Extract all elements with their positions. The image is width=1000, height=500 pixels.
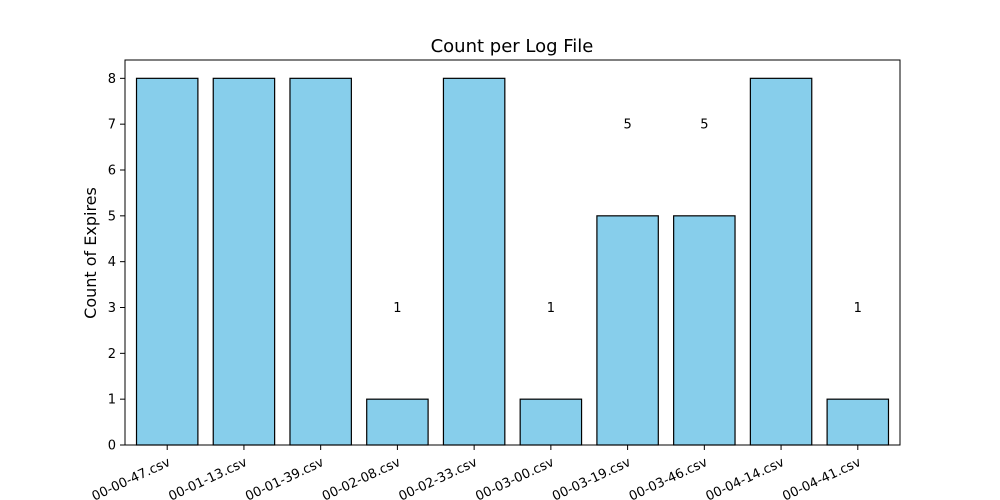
bar [135,77,199,446]
bar [673,215,736,446]
y-tick-label: 1 [108,393,116,408]
y-tick-label: 7 [108,118,116,133]
x-tick-label: 00-01-13.csv [166,455,249,500]
data-label: 1 [854,301,862,316]
y-tick-label: 8 [108,72,116,87]
bar [366,398,429,446]
y-tick-label: 6 [108,164,116,179]
bar [289,77,352,446]
y-tick-label: 4 [108,255,116,270]
bar [519,398,583,446]
data-label: 5 [700,118,708,133]
x-tick-label: 00-00-47.csv [90,455,173,500]
x-tick-label: 00-02-08.csv [320,455,403,500]
bar [442,77,506,446]
chart-title: Count per Log File [431,36,594,57]
data-label: 1 [393,301,401,316]
y-tick-label: 3 [108,301,116,316]
bar [596,215,659,446]
bar [212,77,276,446]
axes-frame [124,59,901,446]
y-tick-label: 0 [108,439,116,454]
x-tick-label: 00-03-46.csv [627,455,710,500]
x-tick-label: 00-03-00.csv [473,455,556,500]
x-tick-label: 00-03-19.csv [550,455,633,500]
bar [826,398,890,446]
x-tick-label: 00-04-41.csv [780,455,863,500]
y-axis-label: Count of Expires [81,187,100,319]
bar [749,77,813,446]
x-tick-label: 00-01-39.csv [243,455,326,500]
plot-area: 0 1 2 3 4 5 6 7 8 00-00-47.csv00-01-13.csv00-01-3… [90,59,901,500]
y-tick-label: 5 [108,209,116,224]
y-tick-label: 2 [108,347,116,362]
data-label: 5 [623,118,631,133]
x-tick-label: 00-04-14.csv [704,455,787,500]
data-label: 1 [547,301,555,316]
x-tick-label: 00-02-33.csv [397,455,480,500]
